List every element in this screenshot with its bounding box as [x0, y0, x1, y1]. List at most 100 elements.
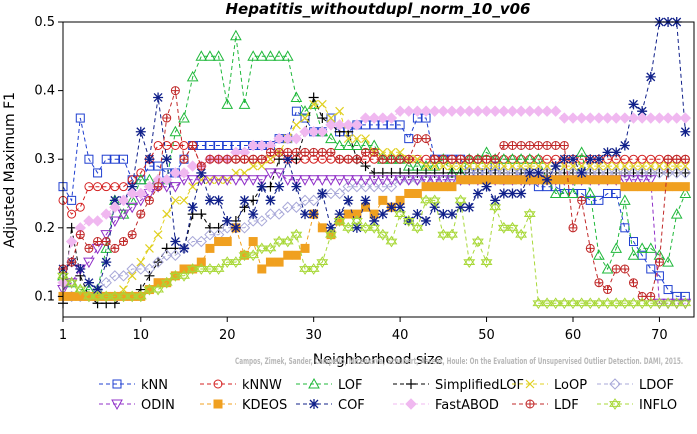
- data-point-lof: [195, 50, 208, 61]
- data-point-inflo: [489, 201, 502, 214]
- data-point-fastabod: [325, 119, 337, 131]
- data-point-ldf: [680, 154, 690, 164]
- data-point-cof: [490, 195, 501, 206]
- data-point-inflo: [264, 242, 277, 255]
- data-point-ldof: [385, 180, 398, 193]
- data-point-cof: [75, 263, 86, 274]
- data-point-inflo: [411, 221, 424, 234]
- data-point-fastabod: [109, 201, 121, 213]
- data-point-inflo: [558, 297, 571, 310]
- data-point-ldof: [273, 208, 285, 220]
- data-point-ldof: [359, 180, 372, 193]
- data-point-odin: [247, 175, 260, 186]
- data-point-fastabod: [619, 112, 631, 124]
- data-point-inflo: [350, 215, 363, 227]
- data-point-ldof: [169, 249, 182, 261]
- data-point-lof: [679, 187, 692, 199]
- data-point-cof: [300, 209, 311, 220]
- legend-label: LOF: [338, 378, 363, 393]
- data-point-ldf: [119, 237, 129, 247]
- legend-item-fastabod: FastABOD: [393, 398, 499, 413]
- data-point-ldof: [679, 167, 692, 179]
- data-point-cof: [144, 154, 155, 165]
- data-point-kdeos: [205, 243, 215, 253]
- data-point-cof: [507, 188, 518, 199]
- legend-marker-odin: [111, 399, 123, 411]
- data-point-ldf: [352, 154, 362, 164]
- data-point-fastabod: [662, 112, 674, 124]
- data-point-lof: [186, 70, 199, 82]
- data-point-ldf: [265, 147, 275, 157]
- data-point-odin: [627, 175, 640, 186]
- data-point-cof: [187, 202, 198, 213]
- data-point-loop: [343, 134, 353, 144]
- data-point-fastabod: [351, 119, 363, 131]
- data-point-ldf: [326, 147, 336, 157]
- data-point-loop: [482, 161, 491, 171]
- data-point-odin: [368, 175, 381, 186]
- data-point-ldof: [143, 263, 156, 275]
- series-inflo: [57, 194, 692, 310]
- data-point-cof: [533, 167, 544, 178]
- data-point-ldof: [645, 167, 657, 179]
- data-point-odin: [376, 175, 389, 186]
- data-point-kdeos: [343, 209, 353, 219]
- data-point-ldf: [559, 140, 569, 150]
- data-point-lof: [281, 50, 294, 61]
- data-point-lof: [134, 173, 147, 185]
- data-point-odin: [186, 175, 199, 186]
- data-point-loop: [594, 161, 604, 171]
- data-point-odin: [117, 209, 130, 221]
- data-point-cof: [230, 222, 241, 233]
- data-point-ldf: [663, 154, 673, 164]
- data-point-inflo: [385, 235, 398, 248]
- data-point-cof: [619, 140, 630, 151]
- data-point-lof: [549, 187, 562, 199]
- data-point-loop: [309, 99, 319, 109]
- data-point-fastabod: [679, 112, 692, 124]
- legend-item-simplifiedlof: SimplifiedLOF: [393, 378, 524, 393]
- data-point-knnw: [421, 154, 431, 164]
- data-point-lof: [247, 50, 260, 61]
- data-point-cof: [291, 181, 302, 192]
- y-axis-title: Adjusted Maximum F1: [2, 92, 18, 248]
- data-point-lof: [169, 125, 182, 137]
- data-point-loop: [291, 120, 301, 130]
- data-point-inflo: [532, 297, 545, 310]
- data-point-inflo: [108, 290, 121, 303]
- data-point-cof: [334, 209, 345, 220]
- data-point-inflo: [212, 263, 225, 275]
- series-layer: [57, 17, 692, 310]
- data-point-loop: [162, 209, 172, 219]
- data-point-ldof: [117, 270, 130, 282]
- data-point-ldof: [204, 228, 216, 241]
- data-point-kdeos: [300, 243, 310, 253]
- legend-marker-fastabod: [405, 398, 417, 410]
- data-point-lof: [333, 139, 346, 150]
- data-point-fastabod: [636, 112, 648, 124]
- data-point-lof: [584, 187, 597, 199]
- data-point-ldf: [404, 154, 414, 164]
- data-point-kdeos: [352, 209, 362, 219]
- data-point-loop: [412, 154, 422, 164]
- data-point-lof: [178, 112, 190, 123]
- data-point-cof: [421, 215, 432, 226]
- legend-item-lof: LOF: [296, 377, 363, 393]
- data-point-loop: [508, 161, 517, 171]
- data-point-fastabod: [403, 105, 415, 117]
- data-point-ldf: [170, 86, 180, 96]
- data-point-fastabod: [454, 105, 467, 117]
- data-point-cof: [377, 209, 388, 220]
- data-point-fastabod: [420, 105, 432, 117]
- data-point-simplifiedlof: [317, 113, 328, 124]
- data-point-ldof: [135, 263, 147, 275]
- data-point-loop: [603, 161, 612, 171]
- data-point-fastabod: [307, 126, 320, 138]
- legend-marker-knn: [112, 379, 122, 389]
- data-point-ldf: [603, 285, 613, 295]
- data-point-cof: [637, 106, 648, 117]
- data-point-loop: [672, 161, 682, 171]
- data-point-kdeos: [274, 257, 284, 267]
- data-point-kdeos: [430, 182, 440, 192]
- data-point-inflo: [480, 256, 493, 269]
